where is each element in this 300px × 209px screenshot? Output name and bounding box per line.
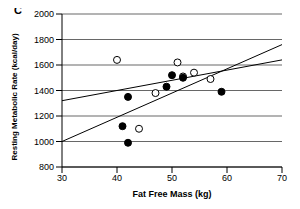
svg-text:1200: 1200 bbox=[34, 111, 54, 121]
svg-text:Fat Free Mass (kg): Fat Free Mass (kg) bbox=[132, 189, 211, 199]
svg-text:1800: 1800 bbox=[34, 35, 54, 45]
svg-text:1000: 1000 bbox=[34, 137, 54, 147]
svg-text:40: 40 bbox=[112, 173, 122, 183]
svg-text:2000: 2000 bbox=[34, 9, 54, 19]
svg-text:50: 50 bbox=[167, 173, 177, 183]
svg-text:30: 30 bbox=[57, 173, 67, 183]
svg-text:70: 70 bbox=[277, 173, 287, 183]
html-text:C: C bbox=[14, 4, 22, 16]
svg-text:800: 800 bbox=[39, 162, 54, 172]
svg-text:60: 60 bbox=[222, 173, 232, 183]
svg-text:1600: 1600 bbox=[34, 60, 54, 70]
svg-text:Resting Metabolic Rate (kcal/d: Resting Metabolic Rate (kcal/day) bbox=[10, 33, 19, 160]
svg-text:1400: 1400 bbox=[34, 86, 54, 96]
